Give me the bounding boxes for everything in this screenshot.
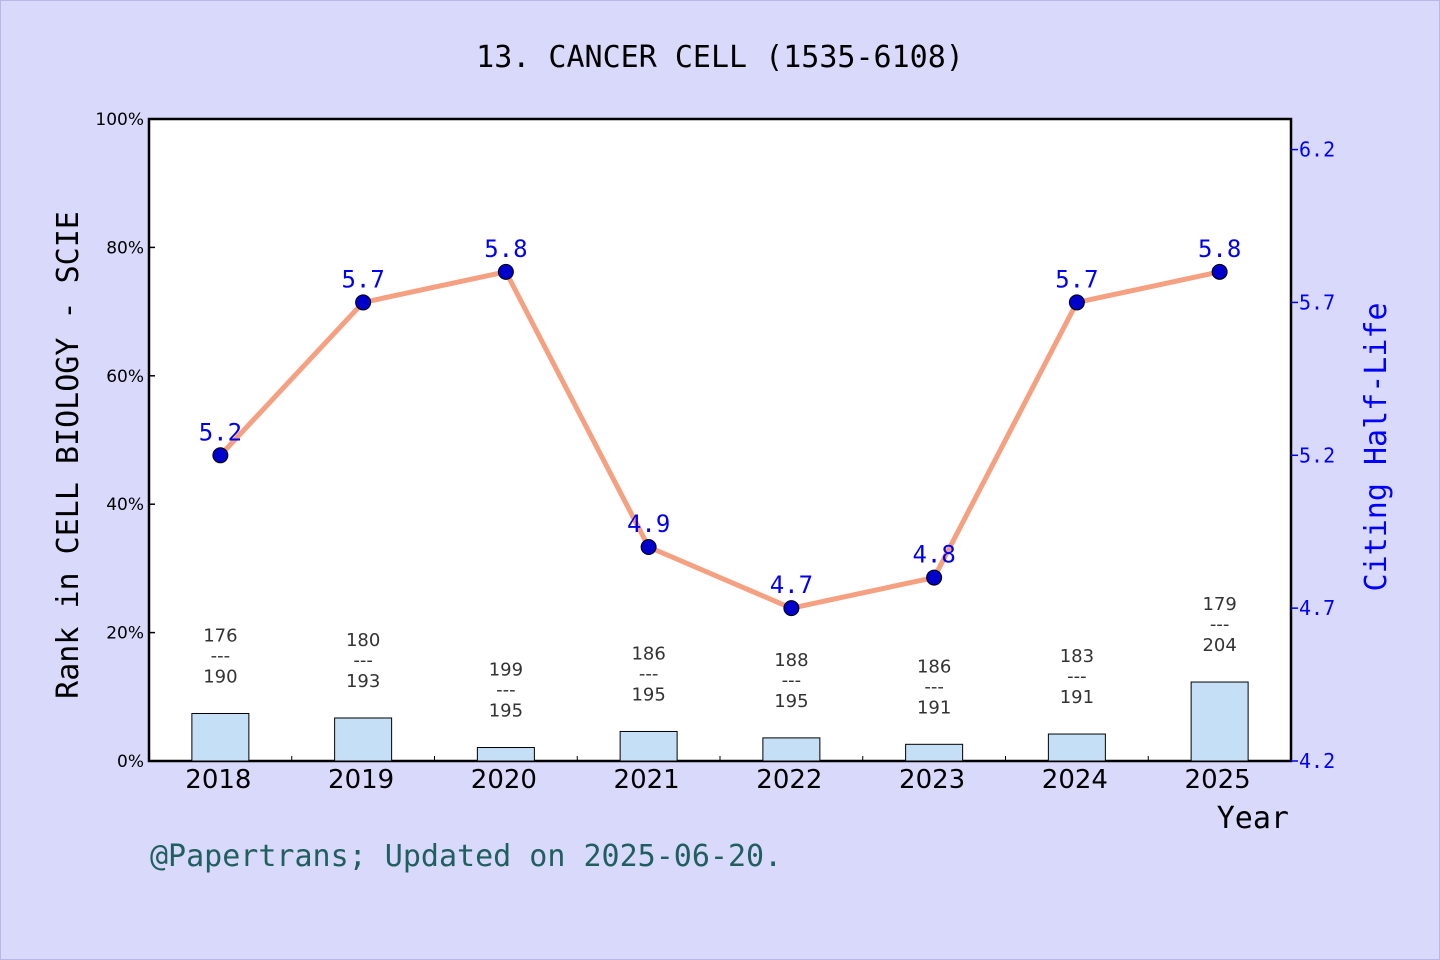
half-life-line — [218, 269, 1221, 611]
bar-2018 — [191, 712, 250, 762]
half-life-value-label: 5.7 — [341, 265, 384, 293]
half-life-point-2024 — [1068, 294, 1085, 311]
rank-separator: --- — [639, 663, 659, 684]
right-tick-label: 6.2 — [1299, 138, 1335, 162]
right-tick-label: 4.2 — [1299, 749, 1335, 773]
rank-separator: --- — [924, 676, 944, 697]
rank-separator: --- — [496, 680, 516, 701]
left-tick-label: 20% — [106, 624, 144, 644]
x-tick-label: 2019 — [328, 765, 394, 795]
bar-2021 — [619, 730, 678, 762]
rank-separator: --- — [211, 645, 231, 666]
left-tick-label: 0% — [117, 752, 144, 772]
half-life-value-label: 5.8 — [1198, 235, 1241, 263]
total-label: 191 — [1060, 687, 1094, 708]
half-life-value-label: 4.9 — [627, 510, 670, 538]
chart-title: 13. CANCER CELL (1535-6108) — [476, 40, 964, 75]
bar-2022 — [762, 737, 821, 762]
rank-separator: --- — [1210, 614, 1230, 635]
rank-label: 176 — [203, 625, 237, 646]
half-life-value-label: 4.8 — [912, 541, 955, 569]
bar-2019 — [334, 717, 393, 762]
line-series: 5.2 5.7 5.8 4.9 4.7 4.8 5.7 5.8 — [199, 235, 1241, 617]
bar-2025 — [1190, 681, 1249, 762]
right-axis: 4.2 4.7 5.2 5.7 6.2 — [1291, 138, 1335, 773]
total-label: 195 — [489, 701, 523, 722]
rank-label: 188 — [774, 650, 808, 671]
total-label: 193 — [346, 671, 380, 692]
right-tick-label: 5.2 — [1299, 443, 1335, 467]
x-tick-label: 2022 — [756, 765, 822, 795]
rank-label: 186 — [631, 643, 665, 664]
rank-label: 186 — [917, 656, 951, 677]
left-tick-label: 100% — [95, 110, 144, 130]
x-tick-label: 2018 — [185, 765, 251, 795]
half-life-point-2019 — [355, 294, 372, 311]
rank-separator: --- — [353, 650, 373, 671]
left-tick-label: 60% — [106, 367, 144, 387]
rank-separator: --- — [1067, 666, 1087, 687]
x-axis: 2018 2019 2020 2021 2022 2023 2024 2025 — [185, 756, 1251, 795]
right-tick-label: 4.7 — [1299, 596, 1335, 620]
x-axis-label: Year — [1217, 801, 1289, 836]
rank-labels: 176---190180---193199---195186---195188-… — [203, 594, 1237, 721]
bar-series — [191, 681, 1249, 762]
half-life-point-2022 — [783, 600, 800, 617]
right-axis-label: Citing Half-Life — [1359, 303, 1394, 592]
right-tick-label: 5.7 — [1299, 290, 1335, 314]
half-life-value-label: 5.2 — [199, 418, 242, 446]
half-life-value-label: 4.7 — [770, 571, 813, 599]
left-axis: 0% 20% 40% 60% 80% 100% — [95, 110, 155, 772]
x-tick-label: 2023 — [899, 765, 965, 795]
rank-label: 199 — [489, 660, 523, 681]
half-life-value-label: 5.8 — [484, 235, 527, 263]
half-life-point-2025 — [1211, 263, 1228, 280]
rank-label: 179 — [1202, 594, 1236, 615]
half-life-point-2020 — [497, 263, 514, 280]
half-life-point-2018 — [212, 447, 229, 464]
x-tick-label: 2025 — [1185, 765, 1251, 795]
x-tick-label: 2021 — [614, 765, 680, 795]
half-life-value-label: 5.7 — [1055, 265, 1098, 293]
left-axis-label: Rank in CELL BIOLOGY - SCIE — [51, 211, 86, 699]
x-tick-label: 2024 — [1042, 765, 1108, 795]
rank-label: 183 — [1060, 646, 1094, 667]
total-label: 191 — [917, 697, 951, 718]
left-tick-label: 40% — [106, 495, 144, 515]
total-label: 190 — [203, 666, 237, 687]
plot-area — [147, 117, 1293, 763]
footer-note: @Papertrans; Updated on 2025-06-20. — [150, 839, 782, 874]
bar-2024 — [1047, 733, 1106, 762]
total-label: 195 — [774, 691, 808, 712]
total-label: 204 — [1202, 635, 1236, 656]
bar-2020 — [476, 747, 535, 762]
half-life-point-2023 — [926, 569, 943, 586]
total-label: 195 — [631, 684, 665, 705]
rank-separator: --- — [782, 670, 802, 691]
x-tick-label: 2020 — [471, 765, 537, 795]
half-life-point-2021 — [640, 539, 657, 555]
rank-label: 180 — [346, 630, 380, 651]
left-tick-label: 80% — [106, 238, 144, 258]
bar-2023 — [905, 743, 964, 762]
